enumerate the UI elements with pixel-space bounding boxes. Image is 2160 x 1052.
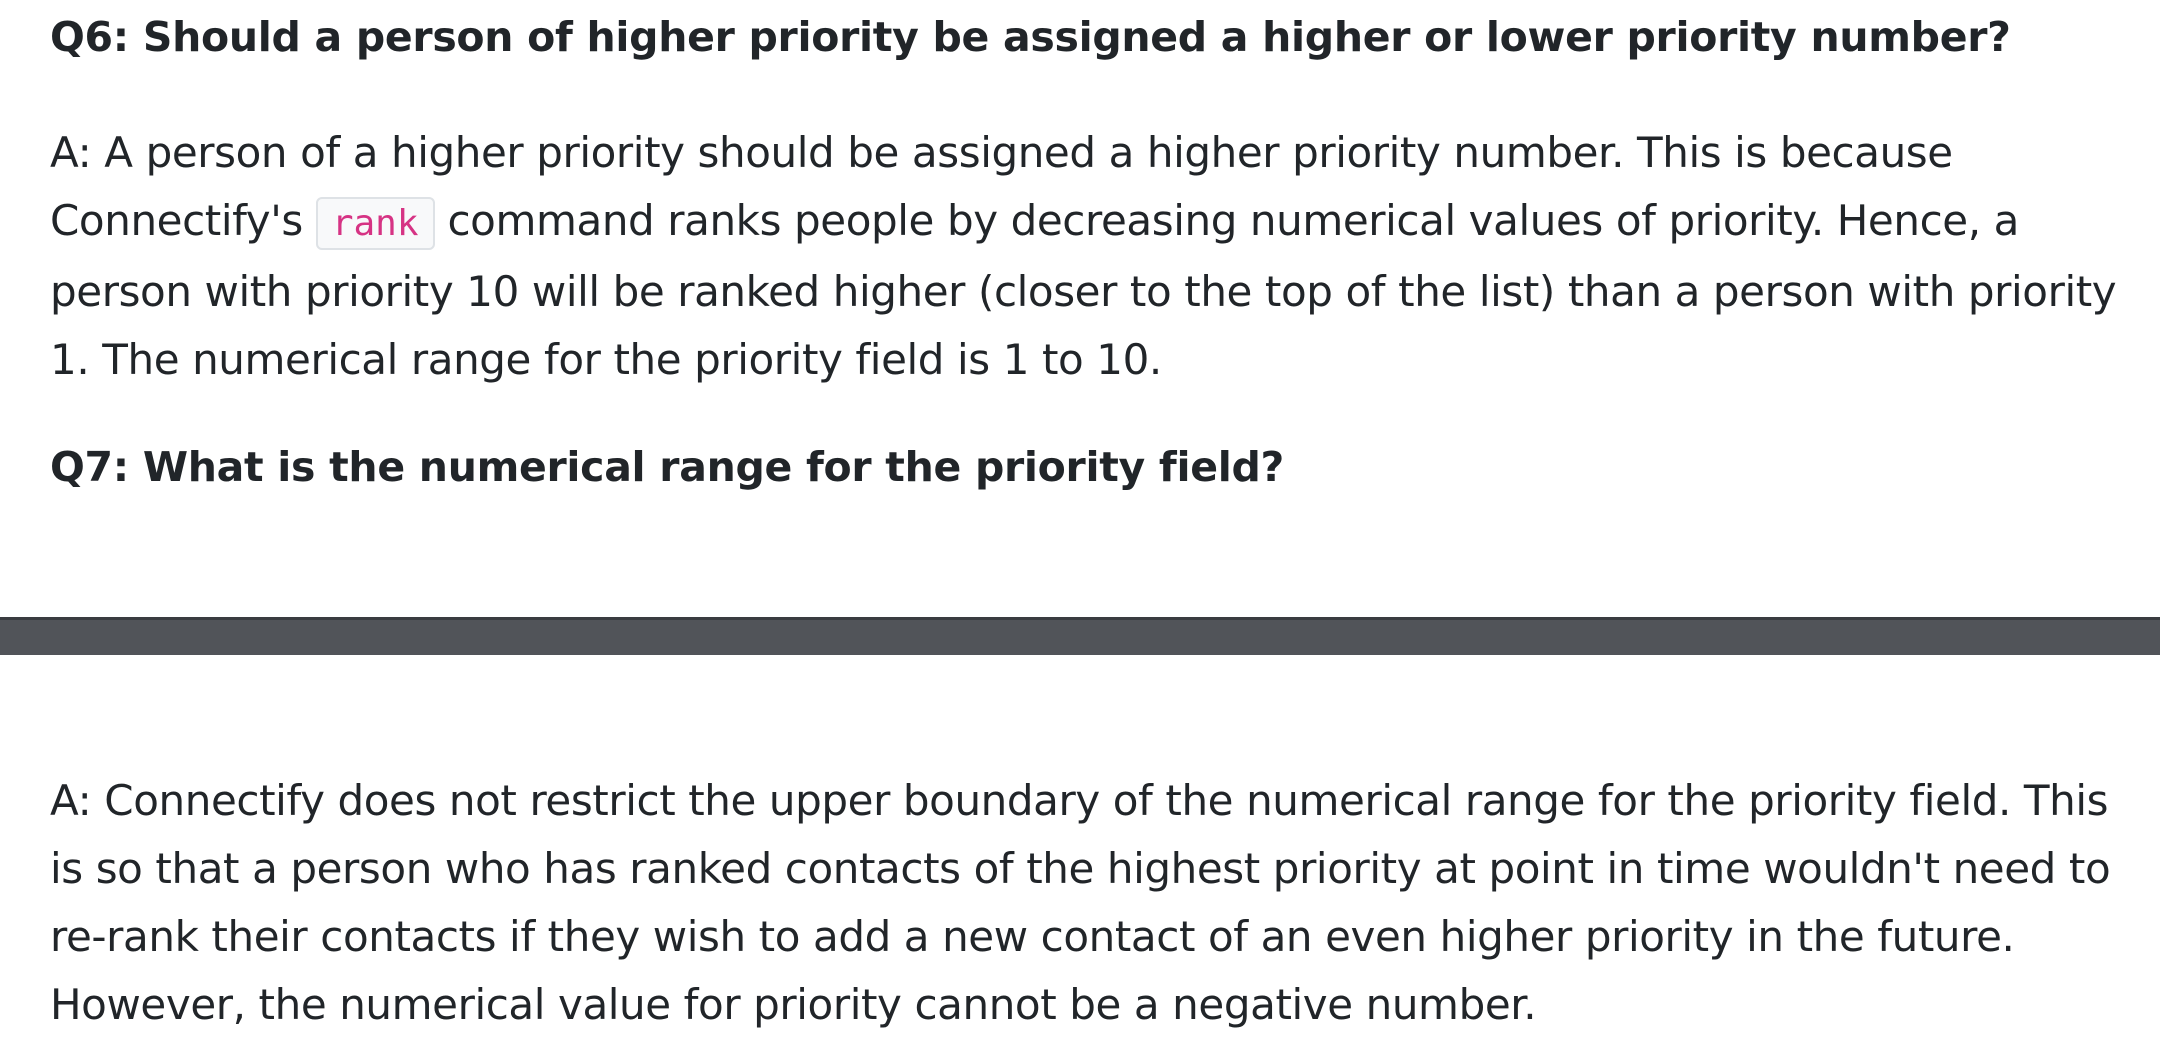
faq-section-bottom: A: Connectify does not restrict the uppe… — [0, 655, 2160, 1052]
faq-section-top: Q6: Should a person of higher priority b… — [50, 13, 2130, 491]
answer-q6-text-start: A: A person of a higher priority should … — [50, 128, 1953, 245]
answer-q7-paragraph: A: Connectify does not restrict the uppe… — [50, 776, 2111, 1029]
question-q7-heading: Q7: What is the numerical range for the … — [50, 443, 1285, 491]
section-divider-bar — [0, 617, 2160, 655]
question-q6-heading: Q6: Should a person of higher priority b… — [50, 13, 2011, 61]
rank-command-code: rank — [315, 197, 435, 250]
answer-q6-paragraph: A: A person of a higher priority should … — [50, 119, 2130, 394]
answer-q6-text-end: command ranks people by decreasing numer… — [50, 196, 2117, 384]
